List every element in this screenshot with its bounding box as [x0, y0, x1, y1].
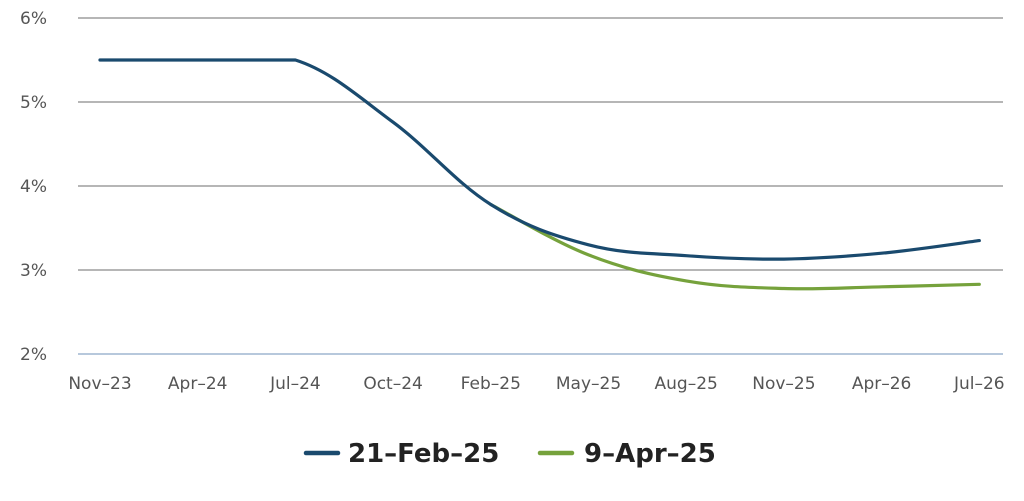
- x-tick-label: Apr–26: [852, 374, 912, 394]
- y-tick-label: 6%: [20, 9, 47, 29]
- x-tick-label: Feb–25: [461, 374, 521, 394]
- x-tick-label: Nov–23: [68, 374, 131, 394]
- y-tick-label: 4%: [20, 177, 47, 197]
- legend-label-0: 21–Feb–25: [348, 439, 499, 469]
- legend: 21–Feb–25 9–Apr–25: [303, 439, 716, 469]
- x-axis-ticks: Nov–23 Apr–24 Jul–24 Oct–24 Feb–25 May–25 Aug–…: [68, 374, 1004, 394]
- x-tick-label: Oct–24: [363, 374, 423, 394]
- legend-label-1: 9–Apr–25: [584, 439, 716, 469]
- x-tick-label: Nov–25: [752, 374, 815, 394]
- y-tick-label: 2%: [20, 345, 47, 365]
- x-tick-label: Aug–25: [655, 374, 718, 394]
- x-tick-label: Apr–24: [168, 374, 228, 394]
- series-lines: [98, 58, 981, 291]
- x-tick-label: May–25: [556, 374, 621, 394]
- series-line-1: [489, 202, 981, 291]
- x-tick-label: Jul–26: [953, 374, 1005, 394]
- y-axis-ticks: 2% 3% 4% 5% 6%: [20, 9, 47, 365]
- grid: [78, 17, 1003, 355]
- y-tick-label: 5%: [20, 93, 47, 113]
- series-line-0: [98, 58, 981, 261]
- y-tick-label: 3%: [20, 261, 47, 281]
- x-tick-label: Jul–24: [269, 374, 321, 394]
